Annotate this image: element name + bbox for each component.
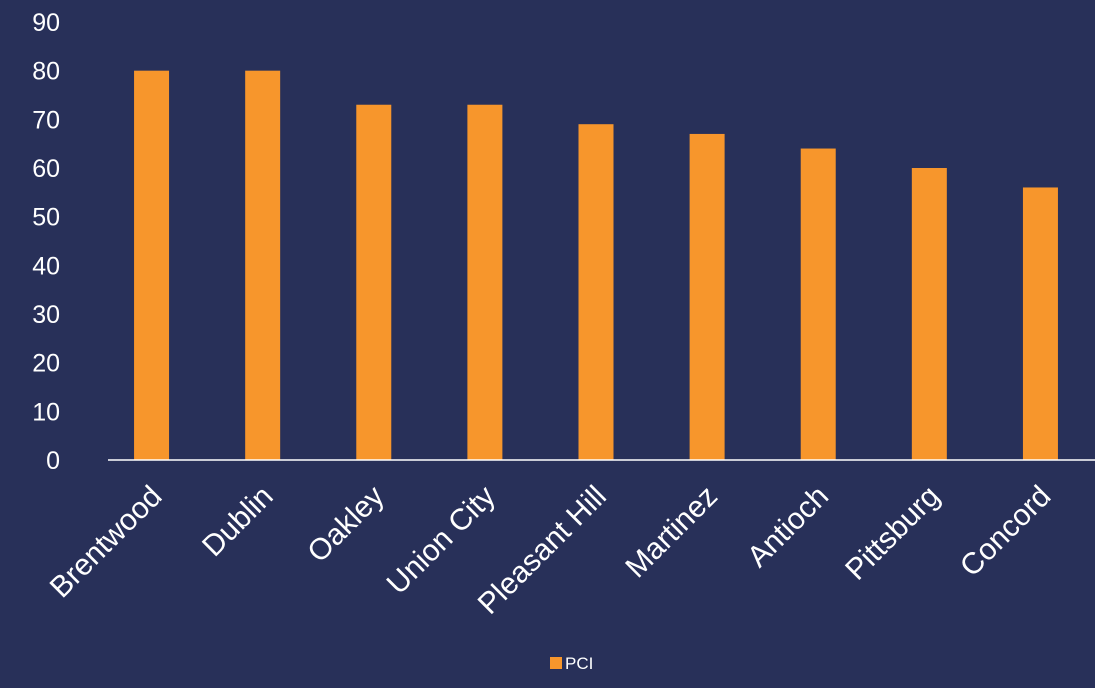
legend-label-pci: PCI (565, 654, 593, 673)
legend-swatch-pci (550, 657, 562, 669)
y-tick-label: 90 (32, 9, 60, 37)
x-tick-label: Oakley (301, 480, 390, 569)
x-tick-label: Concord (954, 480, 1058, 584)
y-tick-label: 80 (32, 58, 60, 86)
bar (689, 133, 725, 460)
y-tick-label: 0 (46, 447, 60, 475)
legend: PCI (550, 654, 593, 673)
x-tick-label: Dublin (196, 480, 279, 563)
bar (800, 148, 836, 461)
x-tick-label: Pittsburg (839, 480, 946, 587)
x-tick-label: Antioch (741, 480, 835, 574)
bar-series-pci (134, 70, 1058, 461)
y-tick-label: 50 (32, 204, 60, 232)
y-tick-label: 10 (32, 398, 60, 426)
x-tick-label: Martinez (619, 480, 724, 585)
bar (467, 104, 503, 460)
x-tick-label: Brentwood (44, 480, 169, 605)
bar (578, 124, 614, 460)
y-axis-tick-labels: 0 10 20 30 40 50 60 70 80 90 (32, 9, 60, 475)
bar (134, 70, 170, 461)
y-tick-label: 30 (32, 301, 60, 329)
bar (1022, 187, 1058, 460)
bar (911, 168, 947, 460)
y-tick-label: 20 (32, 350, 60, 378)
y-tick-label: 60 (32, 155, 60, 183)
y-tick-label: 40 (32, 252, 60, 280)
bar (356, 104, 392, 460)
y-tick-label: 70 (32, 106, 60, 134)
bar (245, 70, 281, 461)
x-tick-label: Union City (381, 480, 502, 601)
